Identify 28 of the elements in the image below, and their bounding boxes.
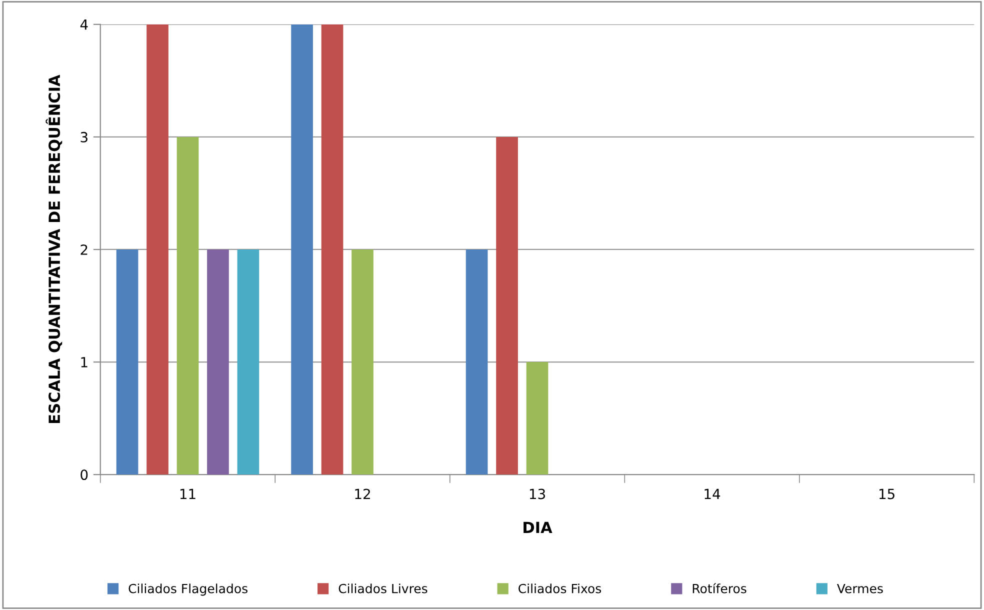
bar <box>352 249 374 475</box>
bar <box>116 249 138 475</box>
legend-label: Vermes <box>837 584 883 594</box>
y-tick-label: 4 <box>80 20 88 30</box>
legend-label: Ciliados Livres <box>338 584 428 594</box>
bar <box>466 249 488 475</box>
y-tick-label: 3 <box>80 132 88 142</box>
x-axis-title: DIA <box>524 522 552 533</box>
y-tick-label: 2 <box>80 244 88 255</box>
legend-label: Ciliados Flagelados <box>128 584 248 596</box>
x-tick-label: 15 <box>879 488 894 500</box>
x-tick-label: 12 <box>355 488 370 500</box>
bar <box>291 24 313 475</box>
legend-label: Rotíferos <box>692 583 746 594</box>
x-tick-label: 14 <box>704 488 720 500</box>
bar <box>237 249 260 475</box>
x-tick-label: 11 <box>180 488 196 500</box>
x-tick-label: 13 <box>530 488 545 500</box>
y-axis-title: ESCALA QUANTITATIVA DE FEREQUÊNCIA <box>46 74 62 423</box>
bar <box>496 136 518 475</box>
bar <box>321 24 344 475</box>
bar <box>526 362 548 475</box>
legend-label: Ciliados Fixos <box>518 584 602 594</box>
y-tick-label: 0 <box>80 470 88 480</box>
bar <box>146 24 168 475</box>
bar <box>176 136 199 475</box>
y-tick-label: 1 <box>81 357 88 368</box>
bar <box>207 249 229 475</box>
